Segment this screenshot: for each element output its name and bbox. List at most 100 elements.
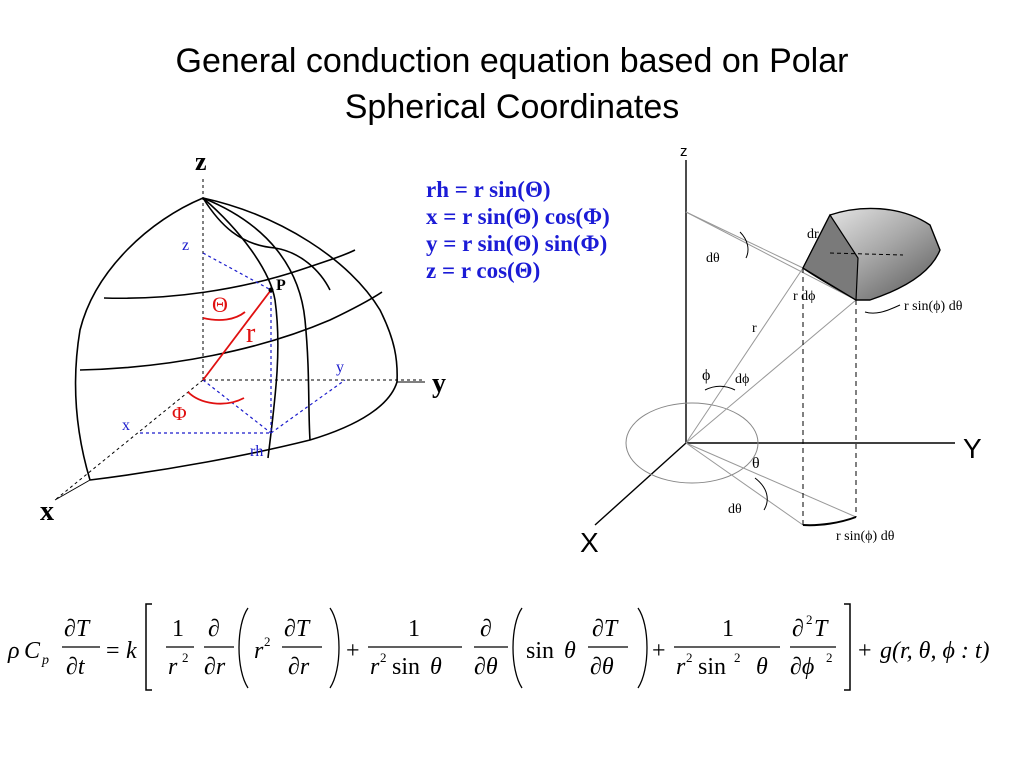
relation-y: y = r sin(Θ) sin(Φ) (426, 231, 608, 256)
proj-rh-line (202, 379, 272, 434)
eq-dphi-den: ∂ϕ (790, 654, 814, 680)
sphere-label-x: x (40, 496, 54, 527)
eq-term1-den: r (168, 654, 178, 680)
eq-term3-den-sin: sin (698, 654, 726, 680)
eq-dr-den-1: ∂r (204, 654, 226, 680)
volume-element-edge (829, 252, 904, 256)
theta-arc (202, 311, 246, 321)
sphere-label-r: r (246, 318, 256, 349)
element-label-dr: dr (807, 227, 819, 242)
eq-sin-theta-var: θ (564, 638, 576, 664)
eq-dtheta-den-2: ∂θ (590, 654, 614, 680)
eq-p: p (41, 653, 49, 668)
eq-term2-den-sup: 2 (380, 650, 387, 665)
eq-term2-den: r (370, 654, 380, 680)
sphere-label-z: z (195, 147, 207, 176)
element-label-dtheta-bottom: dθ (728, 502, 742, 517)
element-base-arc (802, 516, 857, 527)
eq-d2T-num-T: T (814, 616, 829, 642)
sphere-outline-bottom (89, 381, 398, 481)
element-label-X: X (580, 527, 599, 558)
eq-paren-2-open (512, 607, 523, 689)
sphere-proj-rh: rh (250, 443, 263, 460)
element-label-Y: Y (963, 433, 982, 464)
eq-dT-num-2: ∂T (284, 616, 311, 642)
element-label-rsin-lower: r sin(ϕ) dθ (836, 529, 895, 544)
element-label-dphi: dϕ (735, 372, 749, 387)
eq-g-term: g(r, θ, ϕ : t) (880, 638, 990, 664)
eq-plus-2: + (652, 638, 666, 664)
element-label-z: z (680, 143, 688, 160)
eq-paren-1-close (329, 607, 340, 689)
eq-right-bracket (844, 603, 851, 691)
ray-top-2 (685, 211, 857, 301)
element-label-phi: ϕ (702, 367, 710, 384)
eq-term3-den-sin-sup: 2 (734, 650, 741, 665)
slide-title: General conduction equation based on Pol… (0, 38, 1024, 130)
ray-2 (685, 299, 857, 444)
dtheta-bottom-arc (754, 477, 768, 511)
eq-dphi-den-sup: 2 (826, 650, 833, 665)
sphere-meridian-3 (202, 197, 331, 291)
eq-term2-den-theta: θ (430, 654, 442, 680)
sphere-proj-y: y (336, 359, 344, 376)
sphere-meridian-2 (202, 197, 311, 441)
element-label-theta: θ (752, 455, 760, 472)
sphere-proj-z: z (182, 237, 189, 254)
eq-d-num-1: ∂ (208, 616, 220, 642)
eq-dt-den: ∂t (66, 654, 86, 680)
eq-term3-num: 1 (722, 616, 734, 642)
eq-paren-2-close (637, 607, 648, 689)
element-label-r-dphi: r dϕ (793, 289, 816, 304)
eq-r2: r (254, 638, 264, 664)
eq-term3-den: r (676, 654, 686, 680)
ray-bottom-1 (685, 442, 804, 526)
relation-z: z = r cos(Θ) (426, 258, 541, 283)
title-line-2: Spherical Coordinates (344, 88, 680, 126)
sphere-proj-x: x (122, 417, 130, 434)
sphere-label-theta: Θ (212, 292, 228, 317)
eq-equals: = (106, 638, 120, 664)
eq-term2-den-sin: sin (392, 654, 420, 680)
element-x-axis (594, 442, 687, 526)
coordinate-relations: rh = r sin(Θ) x = r sin(Θ) cos(Φ) y = r … (426, 176, 610, 284)
element-label-dtheta-top: dθ (706, 251, 720, 266)
sphere-outline-right (202, 197, 398, 383)
eq-dr-den-2: ∂r (288, 654, 310, 680)
eq-rho: ρ (7, 638, 20, 664)
relation-rh: rh = r sin(Θ) (426, 177, 551, 202)
element-label-r: r (752, 321, 757, 336)
eq-d-num-3: ∂ (480, 616, 492, 642)
ray-bottom-2 (685, 442, 857, 518)
ray-1 (685, 267, 804, 444)
eq-dT-num-3: ∂T (592, 616, 619, 642)
eq-sin-theta: sin (526, 638, 554, 664)
eq-term2-num: 1 (408, 616, 420, 642)
eq-term1-num: 1 (172, 616, 184, 642)
volume-element-face (802, 213, 859, 302)
eq-k: k (126, 638, 137, 664)
sphere-x-axis (54, 379, 204, 501)
eq-d2T-num: ∂ (792, 616, 804, 642)
ray-top-1 (685, 211, 804, 269)
element-base-circle (625, 402, 759, 484)
r-sin-arrow (864, 304, 901, 314)
title-line-1: General conduction equation based on Pol… (175, 42, 849, 80)
sphere-label-y: y (432, 368, 446, 399)
eq-dT-num: ∂T (64, 616, 91, 642)
sphere-label-phi: Φ (172, 403, 187, 425)
radius-line (202, 289, 272, 381)
sphere-outline-back (74, 197, 204, 481)
element-label-rsin-upper: r sin(ϕ) dθ (904, 299, 963, 314)
eq-term1-den-sup: 2 (182, 650, 189, 665)
eq-term3-den-theta: θ (756, 654, 768, 680)
eq-d2T-num-sup: 2 (806, 612, 813, 627)
dtheta-top-arc (739, 231, 749, 259)
eq-r2-sup: 2 (264, 634, 271, 649)
eq-C: C (24, 638, 41, 664)
relation-x: x = r sin(Θ) cos(Φ) (426, 204, 610, 229)
sphere-meridian-1 (202, 197, 279, 459)
